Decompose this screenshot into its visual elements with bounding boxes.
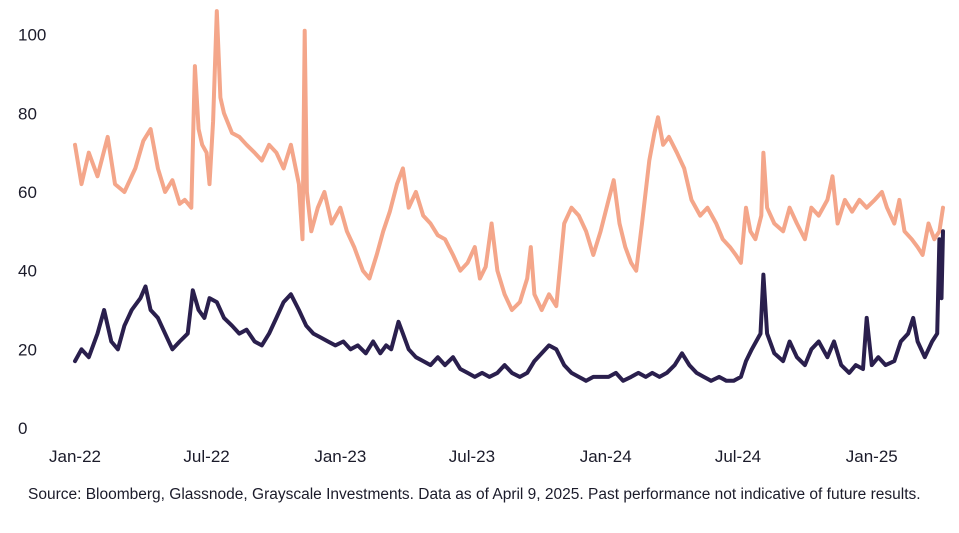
x-tick-label: Jul-24	[715, 447, 761, 466]
y-axis: 0 20 40 60 80 100	[18, 26, 46, 438]
x-tick-label: Jan-23	[314, 447, 366, 466]
series-line-1	[73, 9, 945, 312]
y-tick-label: 0	[18, 419, 27, 438]
x-tick-label: Jan-24	[580, 447, 632, 466]
x-tick-label: Jul-22	[183, 447, 229, 466]
x-tick-label: Jan-22	[49, 447, 101, 466]
y-tick-label: 40	[18, 262, 37, 281]
series-layer	[73, 9, 945, 383]
y-tick-label: 20	[18, 340, 37, 359]
y-tick-label: 100	[18, 26, 46, 45]
x-tick-label: Jul-23	[449, 447, 495, 466]
series-line-2	[73, 229, 945, 383]
source-footnote: Source: Bloomberg, Glassnode, Grayscale …	[28, 486, 921, 503]
y-tick-label: 80	[18, 104, 37, 123]
x-tick-label: Jan-25	[846, 447, 898, 466]
y-tick-label: 60	[18, 183, 37, 202]
x-axis: Jan-22 Jul-22 Jan-23 Jul-23 Jan-24 Jul-24 Jan-…	[49, 447, 898, 466]
